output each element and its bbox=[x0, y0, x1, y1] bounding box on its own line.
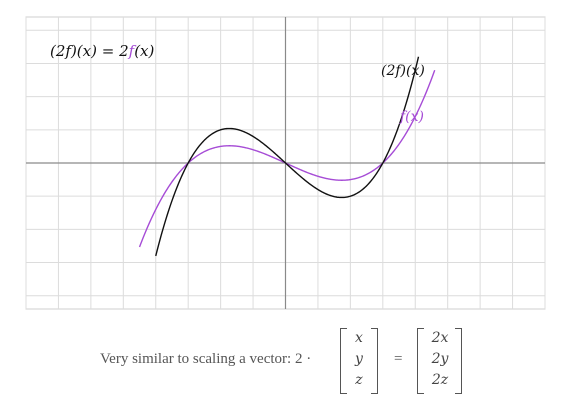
vector-in-y: y bbox=[355, 351, 363, 367]
series-line--2f-x- bbox=[155, 56, 420, 257]
vector-out-bracket-left bbox=[417, 328, 424, 394]
vector-out-y: 2y bbox=[431, 351, 449, 367]
vector-out-bracket-right bbox=[455, 328, 462, 394]
vector-out-z: 2z bbox=[431, 372, 449, 388]
caption: Very similar to scaling a vector: 2 · x … bbox=[100, 324, 500, 396]
curves bbox=[138, 56, 436, 257]
vector-in-bracket-left bbox=[340, 328, 347, 394]
caption-text: Very similar to scaling a vector: 2 · bbox=[100, 351, 312, 367]
vector-out-x: 2x bbox=[431, 330, 449, 346]
equation-label: (2f)(x) = 2f(x) bbox=[50, 42, 154, 60]
vector-in-bracket-right bbox=[371, 328, 378, 394]
equation-arg: (x) bbox=[134, 42, 154, 60]
equation-f: f bbox=[128, 42, 137, 60]
equation-lhs: (2f)(x) = 2 bbox=[50, 42, 129, 60]
series-label-f: f(x) bbox=[399, 109, 424, 125]
vector-in-x: x bbox=[355, 330, 363, 346]
vector-in-z: z bbox=[355, 372, 363, 388]
series-label-2f: (2f)(x) bbox=[381, 63, 425, 79]
equals-sign: = bbox=[394, 351, 403, 367]
function-plot: (2f)(x) = 2f(x) (2f)(x) f(x) bbox=[25, 16, 546, 310]
